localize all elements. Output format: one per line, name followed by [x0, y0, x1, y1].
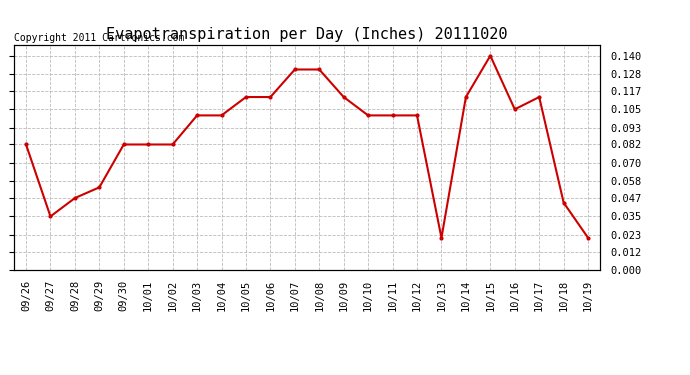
- Text: Copyright 2011 Cartronics.com: Copyright 2011 Cartronics.com: [14, 33, 184, 43]
- Title: Evapotranspiration per Day (Inches) 20111020: Evapotranspiration per Day (Inches) 2011…: [106, 27, 508, 42]
